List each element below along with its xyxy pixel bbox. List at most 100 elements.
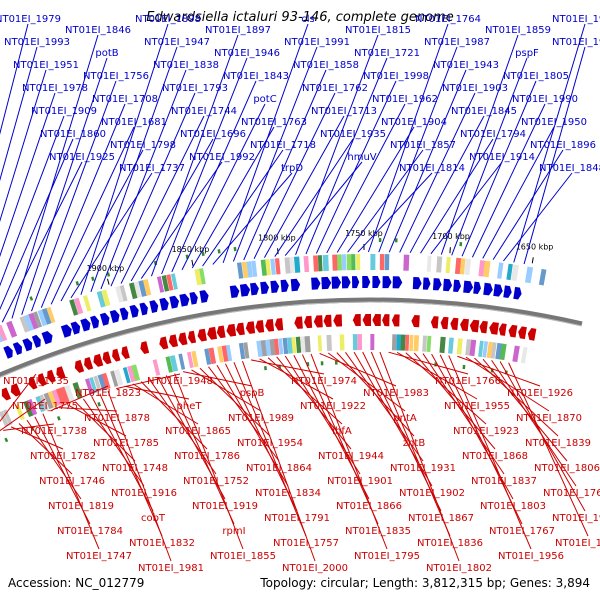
forward-gene-label: NT01EI_1909 [31,106,97,117]
label-leader-line [107,390,172,562]
forward-feature-block [274,258,281,275]
forward-gene-label: NT01EI_1977 [552,14,600,25]
forward-gene-arrow [90,315,100,329]
reverse-feature-block [0,410,10,428]
label-leader-line [378,46,458,253]
forward-feature-block [170,273,178,290]
scale-tick-label: 1650 kbp [516,242,554,251]
forward-gene-label: NT01EI_1998 [363,71,429,82]
reverse-feature-block [55,387,67,405]
reverse-feature-block [469,339,477,357]
reverse-gene-arrow [489,322,499,335]
reverse-feature-block [43,392,54,410]
forward-gene-label: NT01EI_1798 [110,140,176,151]
forward-feature-block [28,312,39,330]
label-leader-line [140,381,208,450]
accession-text: Accession: NC_012779 [8,576,144,590]
reverse-gene-label: NT01EI_1923 [453,426,519,437]
gc-mark [97,402,101,407]
reverse-feature-block [400,334,406,351]
reverse-feature-block [35,395,46,413]
reverse-feature-block [370,334,375,351]
forward-gene-label: NT01EI_1950 [521,117,587,128]
scale-tick-label: 1900 kbp [87,264,125,273]
label-leader-line [326,103,406,254]
forward-gene-label: NT01EI_1756 [83,71,149,82]
reverse-gene-label: zntB [403,438,426,449]
reverse-gene-arrow [226,323,237,337]
forward-feature-block [313,255,319,272]
reverse-feature-block [225,344,233,362]
reverse-feature-block [396,334,402,351]
forward-feature-block [0,324,8,342]
label-leader-line [461,80,537,257]
reverse-feature-block [404,334,410,351]
forward-feature-block [332,254,339,271]
reverse-feature-block [217,346,224,363]
forward-gene-arrow [321,276,332,290]
forward-feature-block [128,282,138,300]
label-leader-lines [0,23,589,562]
reverse-gene-arrow [382,314,390,327]
reverse-feature-block [14,404,25,421]
reverse-gene-label: NT01EI_1948 [147,376,213,387]
gc-mark [201,251,205,257]
forward-feature-block [511,264,519,282]
forward-gene-arrow [159,297,169,311]
label-leader-line [379,351,460,562]
forward-gene-arrow [382,276,392,289]
reverse-feature-block [51,389,62,407]
label-leader-line [357,172,433,253]
forward-gene-arrow [422,277,431,290]
forward-gene-label: NT01EI_1762 [302,83,368,94]
forward-gene-label: NT01EI_1993 [4,37,70,48]
reverse-gene-arrow [38,373,47,386]
forward-feature-block [23,314,35,332]
forward-gene-label: NT01EI_1991 [284,37,350,48]
reverse-feature-block [23,400,34,418]
forward-gene-arrow [60,324,72,338]
reverse-gene-label: NT01EI_1837 [471,476,537,487]
forward-gene-arrow [3,345,13,359]
reverse-feature-block [422,335,428,352]
forward-feature-block [115,285,124,303]
label-leader-line [18,423,73,475]
label-leader-line [347,149,424,253]
reverse-gene-arrow [159,336,169,350]
reverse-feature-block [60,386,71,404]
label-leader-line [70,172,153,299]
reverse-gene-label: NT01EI_1766 [435,376,501,387]
forward-feature-block [265,259,272,276]
forward-gene-label: NT01EI_1946 [214,48,280,59]
reverse-gene-label: NT01EI_1823 [75,388,141,399]
label-leader-line [80,23,169,295]
label-leader-line [259,358,334,400]
reverse-gene-label: pheT [177,401,203,412]
label-leader-line [0,23,29,135]
label-leader-line [0,373,37,422]
forward-feature-block [524,266,534,284]
reverse-gene-arrow [479,320,488,334]
reverse-gene-label: NT01EI_1865 [165,426,231,437]
forward-gene-arrow [432,278,442,291]
reverse-gene-label: NT01EI_1819 [48,501,114,512]
label-leader-line [120,115,205,284]
reverse-feature-block [456,338,463,355]
reverse-gene-label: pspB [240,388,265,399]
label-leader-line [99,393,163,537]
label-leader-line [310,353,388,550]
reverse-gene-label: NT01EI_1878 [84,413,150,424]
reverse-feature-block [490,342,497,359]
reverse-gene-label: NT01EI_1782 [30,451,96,462]
label-leader-line [212,172,293,265]
reverse-gene-label: NT01EI_1983 [363,388,429,399]
reverse-gene-label: NT01EI_1927 [552,513,600,524]
reverse-gene-label: NT01EI_1834 [255,488,321,499]
reverse-feature-block [409,334,414,352]
forward-gene-arrow [372,276,381,289]
reverse-gene-label: NT01EI_1931 [390,463,456,474]
forward-gene-label: NT01EI_1925 [49,152,115,163]
reverse-gene-label: NT01EI_1795 [354,551,420,562]
reverse-gene-arrow [197,328,207,342]
reverse-gene-label: NT01EI_1989 [228,413,294,424]
